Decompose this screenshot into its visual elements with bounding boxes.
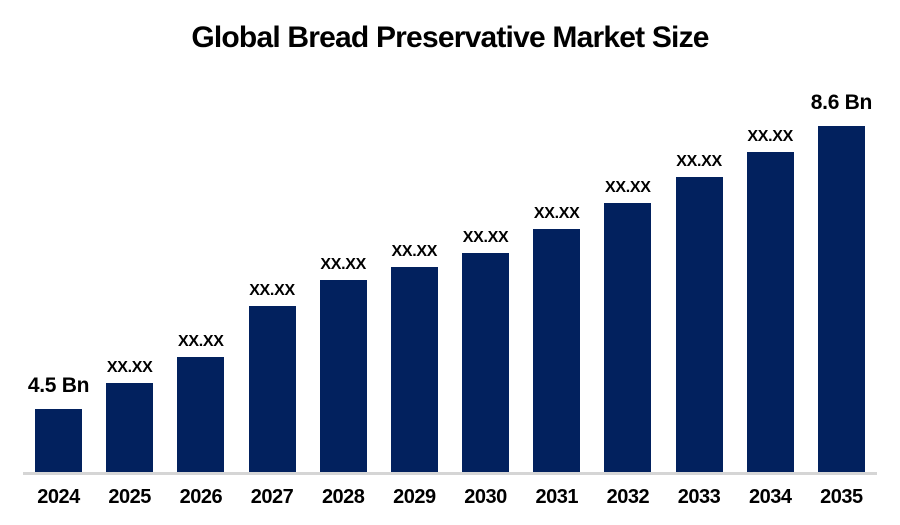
chart-title: Global Bread Preservative Market Size [191, 21, 709, 54]
bar-value-label: XX.XX [320, 256, 366, 273]
bar-column: XX.XX [675, 153, 723, 472]
x-axis-label: 2033 [677, 486, 721, 508]
bar-column: XX.XX [177, 333, 225, 472]
bar-column: XX.XX [319, 256, 367, 472]
bar [817, 126, 865, 472]
x-axis-line [23, 472, 877, 475]
bar [177, 357, 225, 472]
bar [106, 383, 154, 472]
bar-column: XX.XX [106, 359, 154, 472]
bar [319, 280, 367, 472]
bar-column: 4.5 Bn [28, 374, 89, 472]
plot-area: 4.5 Bn XX.XX XX.XX XX.XX XX.XX XX.XX XX.XX XX.X… [23, 90, 877, 475]
x-axis-label: 2031 [535, 486, 578, 508]
bar-value-label: XX.XX [676, 153, 722, 170]
bar-column: XX.XX [248, 282, 296, 472]
bar [390, 267, 438, 472]
bar-column: 8.6 Bn [811, 91, 872, 472]
x-axis-label: 2032 [606, 486, 650, 508]
x-axis-label: 2030 [464, 486, 507, 508]
bar-column: XX.XX [462, 229, 510, 472]
bar-value-label: XX.XX [249, 282, 295, 299]
bar [248, 306, 296, 472]
bar [746, 152, 794, 472]
bar-column: XX.XX [746, 128, 794, 472]
bar-value-label: 8.6 Bn [810, 91, 873, 114]
bar [604, 203, 652, 472]
bar [533, 229, 581, 472]
bar [35, 409, 82, 472]
x-axis-label: 2028 [321, 486, 365, 508]
x-axis-label: 2024 [37, 486, 80, 508]
bar-value-label: XX.XX [747, 128, 794, 145]
bar-value-label: XX.XX [533, 205, 580, 222]
x-axis-label: 2029 [393, 486, 436, 508]
bar-value-label: XX.XX [391, 243, 438, 260]
bar [675, 177, 723, 472]
bars: 4.5 Bn XX.XX XX.XX XX.XX XX.XX XX.XX XX.XX XX.X… [28, 90, 872, 472]
bar-value-label: XX.XX [462, 229, 509, 246]
bar-column: XX.XX [604, 179, 652, 472]
bar-column: XX.XX [533, 205, 581, 472]
x-axis-label: 2026 [179, 486, 223, 508]
bar-value-label: XX.XX [106, 359, 153, 376]
x-axis-label: 2025 [108, 486, 151, 508]
bar-value-label: 4.5 Bn [27, 374, 90, 397]
bar-value-label: XX.XX [178, 333, 224, 350]
bar-column: XX.XX [390, 243, 438, 472]
x-axis-label: 2034 [748, 486, 792, 508]
x-axis-label: 2027 [250, 486, 294, 508]
x-axis-labels: 2024 2025 2026 2027 2028 2029 2030 2031 2032 2033… [35, 486, 865, 509]
x-axis-label: 2035 [820, 486, 863, 508]
bar-value-label: XX.XX [605, 179, 651, 196]
bar [462, 253, 510, 472]
